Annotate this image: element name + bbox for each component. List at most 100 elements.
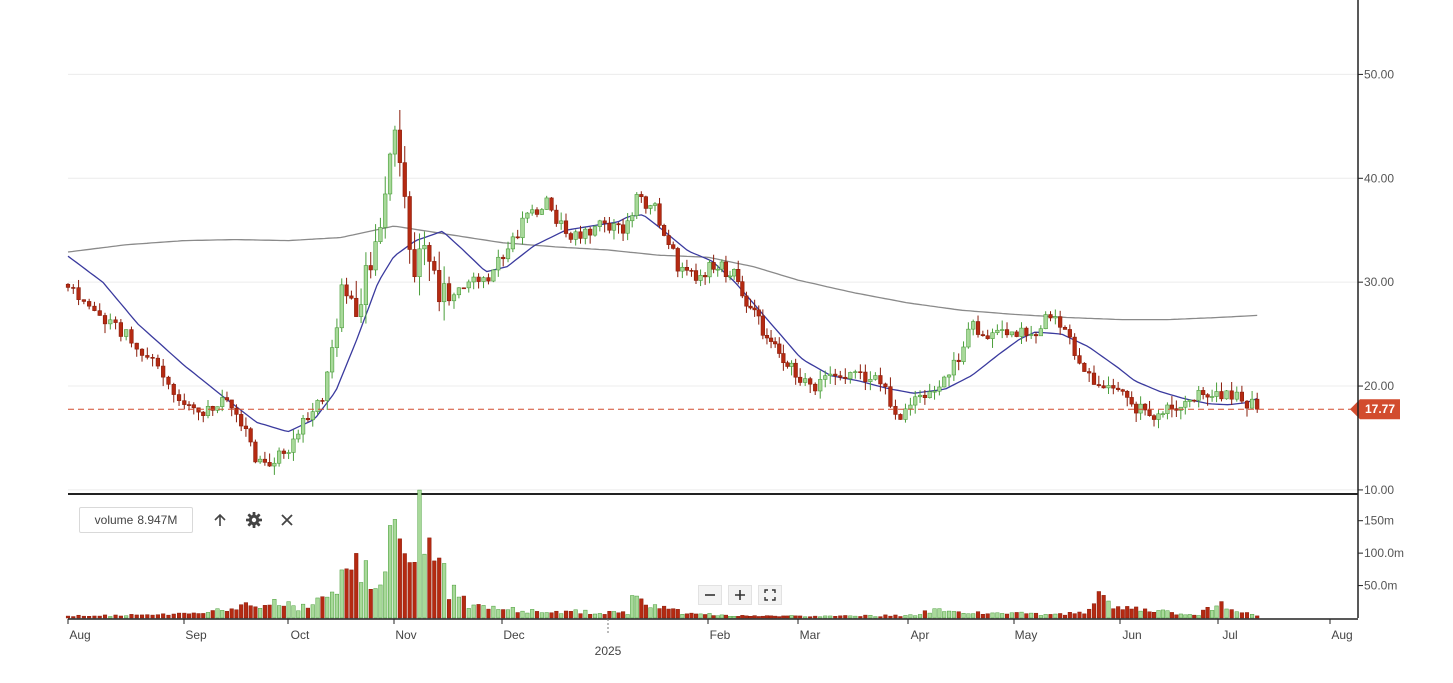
candle-body <box>573 231 578 240</box>
volume-bar <box>277 605 282 619</box>
candle-body <box>833 373 838 377</box>
volume-bar <box>296 610 301 619</box>
candle <box>1209 389 1215 402</box>
candle-body <box>1151 415 1157 420</box>
x-tick-label: Nov <box>395 628 416 642</box>
volume-bar <box>789 615 794 619</box>
price-tick-label: 40.00 <box>1364 171 1394 185</box>
candle-body <box>689 270 694 272</box>
volume-bar <box>1174 614 1179 619</box>
candle <box>828 366 833 384</box>
volume-bar <box>301 603 306 619</box>
volume-bar <box>927 612 932 619</box>
volume-bar <box>1143 608 1148 619</box>
candle <box>657 197 662 229</box>
candle-body <box>1038 328 1043 337</box>
candle-body <box>951 359 956 376</box>
candle-body <box>412 249 417 277</box>
candle-body <box>510 236 515 250</box>
volume-indicator-label[interactable]: volume 8.947M <box>79 507 193 533</box>
volume-bar <box>373 588 378 619</box>
x-tick-label: Jul <box>1222 628 1237 642</box>
volume-bar <box>863 614 868 619</box>
candle <box>554 204 559 227</box>
candle <box>166 375 171 390</box>
candle <box>451 292 457 309</box>
candle-body <box>262 458 267 463</box>
volume-bar <box>330 591 335 619</box>
volume-bar <box>1009 612 1014 619</box>
volume-bar <box>1250 614 1255 619</box>
volume-bar <box>913 615 918 619</box>
volume-bar <box>1106 600 1111 619</box>
candle-body <box>922 394 927 398</box>
candle <box>505 241 511 263</box>
candle <box>956 353 961 371</box>
candle <box>97 303 102 316</box>
fullscreen-icon[interactable] <box>758 585 782 605</box>
candle-body <box>118 322 123 337</box>
candle <box>1201 387 1206 400</box>
volume-bar <box>1196 615 1201 619</box>
candle-body <box>166 376 171 385</box>
candle-body <box>129 329 134 344</box>
candle-body <box>139 348 145 356</box>
candle-body <box>1192 399 1197 402</box>
candle <box>848 371 853 384</box>
volume-bar <box>325 596 330 619</box>
volume-bar <box>229 608 234 619</box>
candle-body <box>707 262 712 278</box>
candle <box>248 427 253 447</box>
volume-bar <box>422 553 427 619</box>
candle <box>339 278 344 332</box>
candle-body <box>432 261 437 271</box>
candle-body <box>229 399 234 409</box>
volume-bar <box>1255 615 1260 619</box>
candle-body <box>768 337 774 342</box>
volume-bar <box>961 613 966 619</box>
volume-bar <box>145 614 150 619</box>
candle <box>456 287 462 299</box>
x-tick-label: Sep <box>185 628 207 642</box>
volume-tick-label: 100.0m <box>1364 546 1404 560</box>
candle <box>908 397 913 416</box>
candle-body <box>1096 384 1101 387</box>
volume-bar <box>155 614 160 619</box>
candle-body <box>711 262 716 270</box>
candle-body <box>781 353 786 364</box>
candle <box>756 305 761 325</box>
arrow-up-icon[interactable] <box>209 509 231 531</box>
volume-bar <box>1029 612 1034 619</box>
candle <box>1091 365 1097 385</box>
candle <box>1244 400 1250 417</box>
candle-body <box>785 362 790 367</box>
candle-body <box>520 217 525 239</box>
candle <box>392 125 398 167</box>
candle-body <box>602 220 607 224</box>
zoom-in-icon[interactable] <box>728 585 752 605</box>
candle <box>675 246 680 278</box>
candle-body <box>1077 355 1082 364</box>
volume-bar <box>1165 610 1170 619</box>
candle <box>946 374 952 387</box>
volume-bar <box>818 616 823 619</box>
candle-body <box>956 359 961 363</box>
candle <box>234 404 239 423</box>
volume-bar <box>253 606 258 619</box>
x-tick-label: May <box>1015 628 1038 642</box>
candle-body <box>873 375 878 380</box>
volume-bar <box>1101 595 1106 619</box>
candle <box>898 413 903 420</box>
candle-body <box>888 386 893 407</box>
zoom-out-icon[interactable] <box>698 585 722 605</box>
volume-bar <box>466 608 471 619</box>
candle-body <box>224 397 230 401</box>
volume-bar <box>196 613 201 619</box>
candle <box>344 277 349 304</box>
close-icon[interactable] <box>276 509 298 531</box>
candle <box>267 453 272 467</box>
gear-icon[interactable] <box>243 509 265 531</box>
volume-bar <box>828 615 833 619</box>
volume-bar <box>432 560 437 619</box>
